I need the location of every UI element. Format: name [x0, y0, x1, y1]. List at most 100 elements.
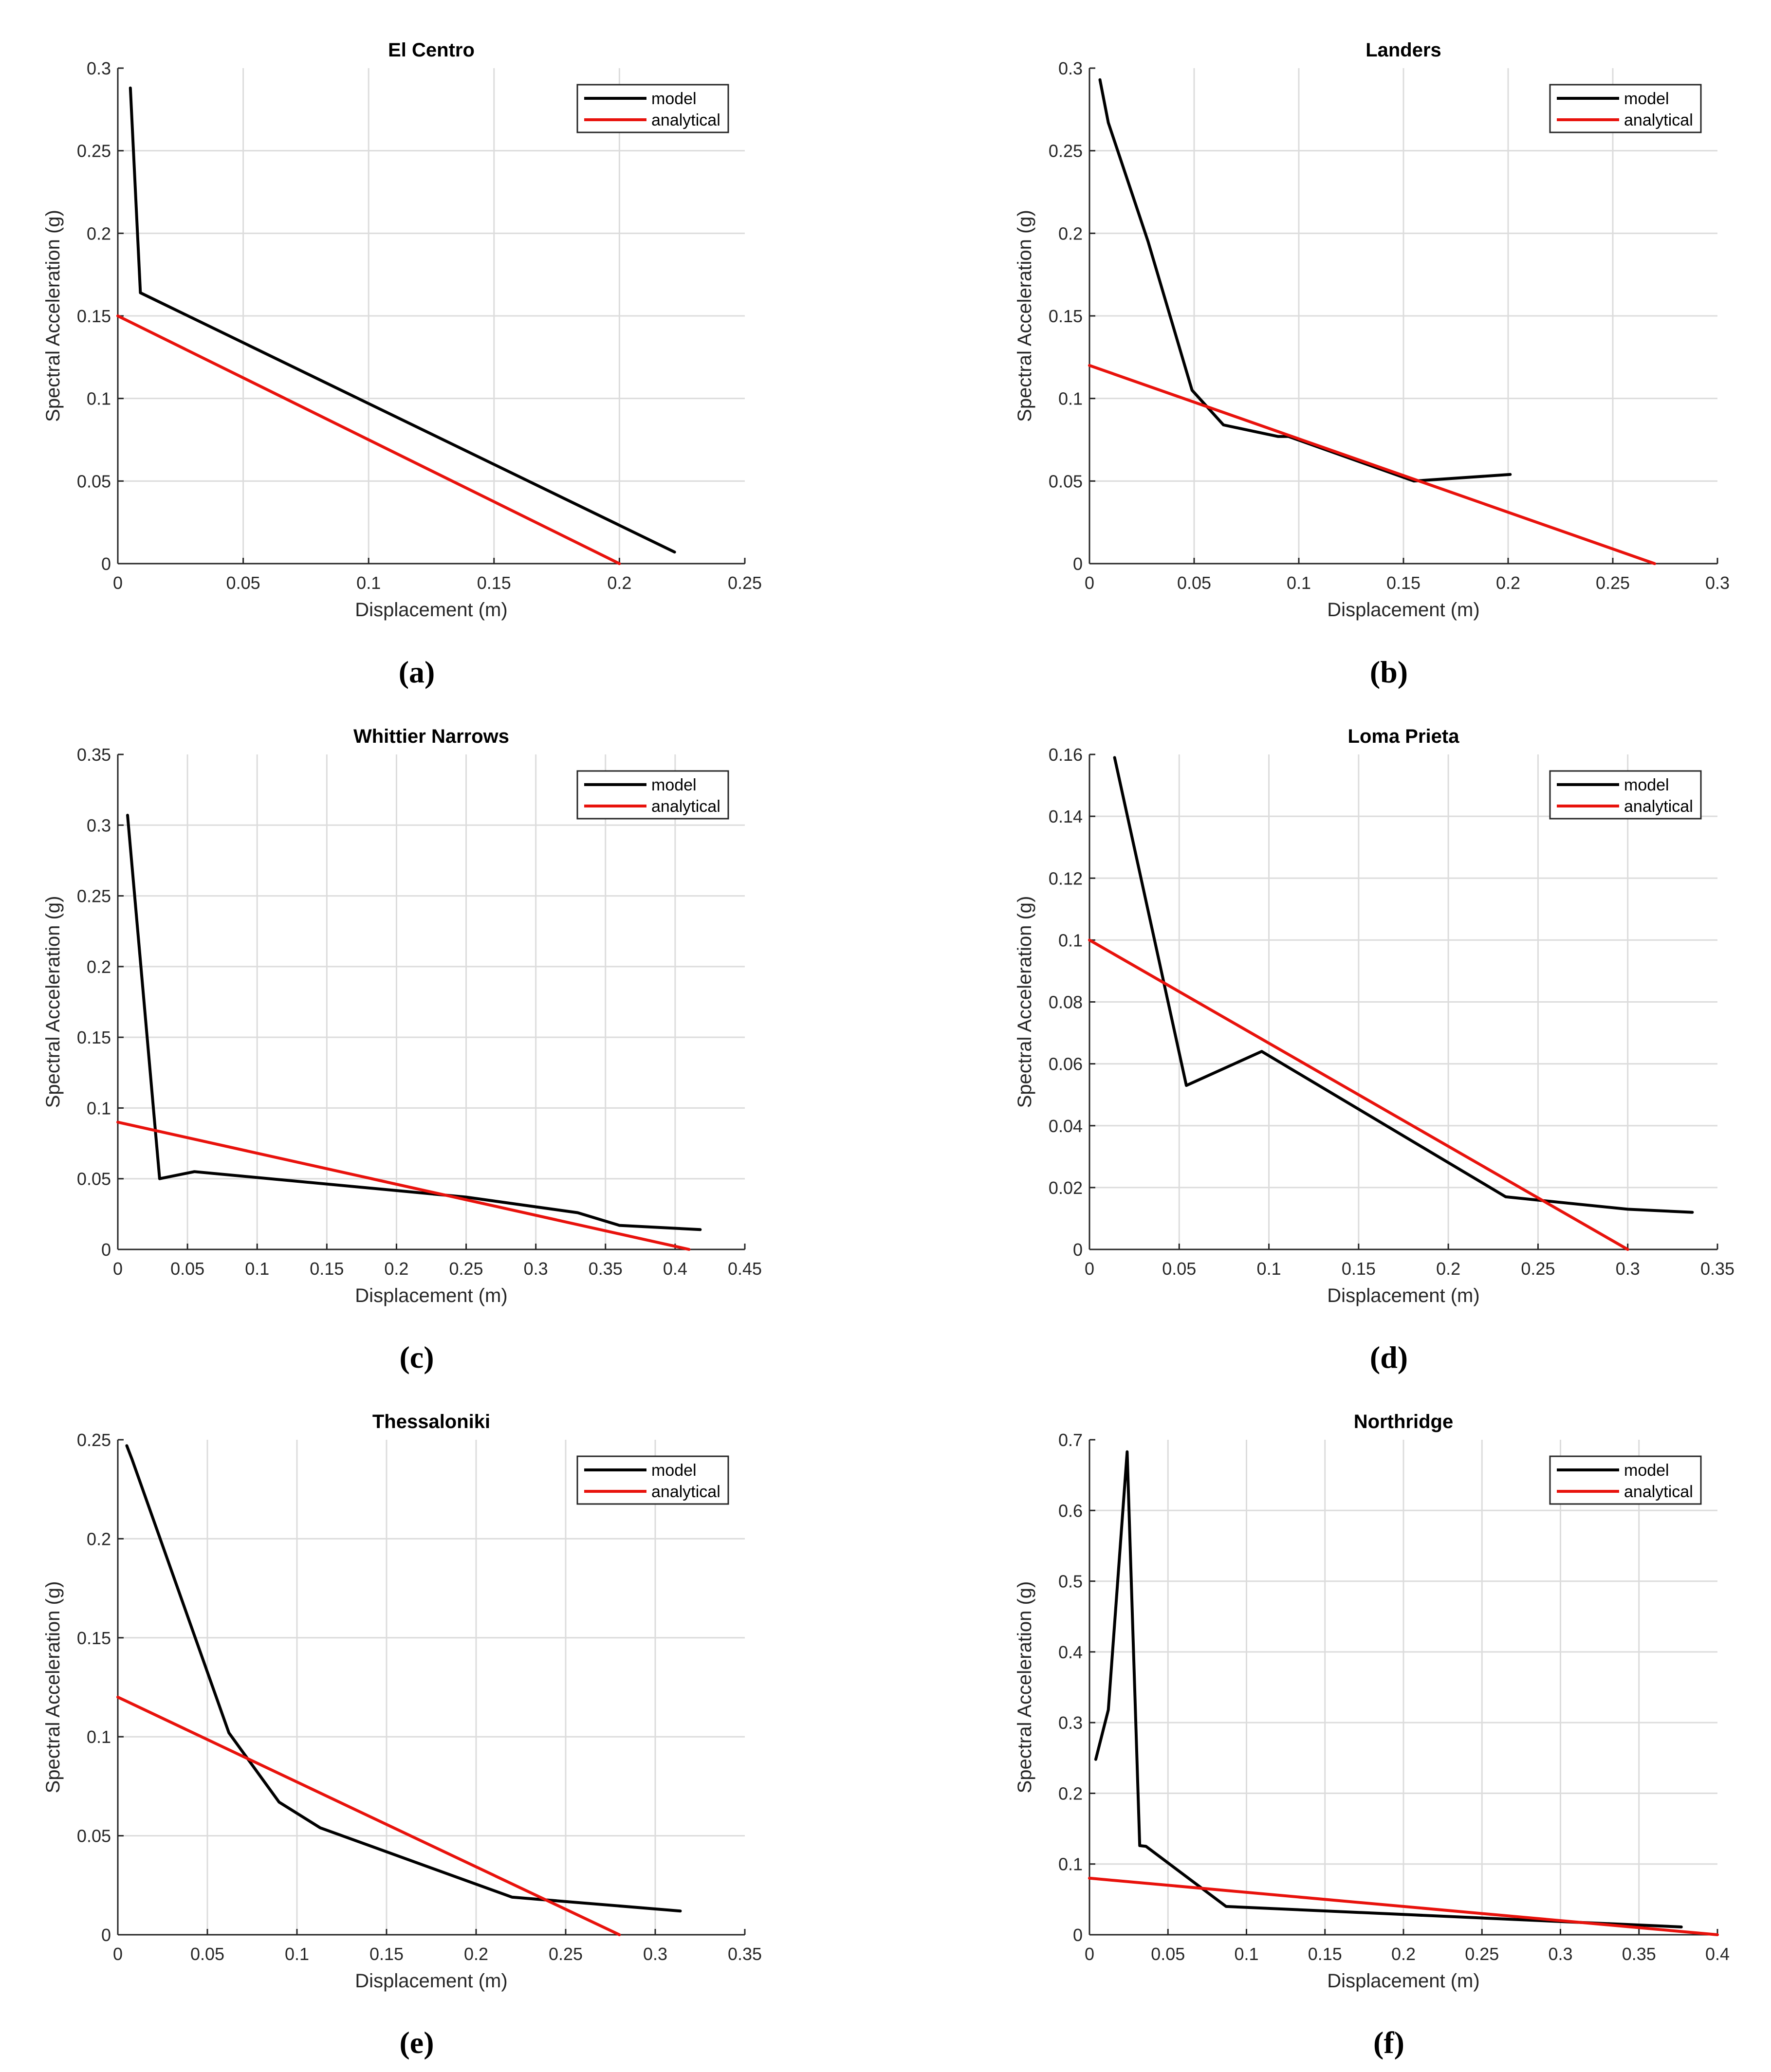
y-tick-label: 0.05 [77, 1169, 111, 1189]
chart-title: Whittier Narrows [353, 726, 509, 747]
series-line-analytical [116, 1695, 621, 1936]
chart-title: Thessaloniki [372, 1411, 490, 1432]
x-tick-label: 0 [113, 573, 123, 593]
y-tick-label: 0 [101, 1925, 111, 1945]
y-tick-label: 0.25 [1049, 141, 1083, 161]
y-tick-label: 0.3 [1058, 58, 1083, 78]
y-tick-label: 0.4 [1058, 1642, 1083, 1662]
legend-label-model: model [1624, 90, 1669, 108]
y-axis-label: Spectral Acceleration (g) [42, 1581, 64, 1794]
chart-panel-4: 0 0.05 0.1 0.15 0.2 0.25 0.3 0.35 0 0.02 0.04 0.06 0… [1014, 726, 1734, 1375]
panel-caption: (c) [399, 1340, 434, 1375]
panel-caption: (f) [1373, 2025, 1404, 2060]
y-tick-label: 0.04 [1049, 1116, 1083, 1136]
chart-title: Landers [1365, 39, 1441, 61]
legend-label-analytical: analytical [1624, 111, 1693, 129]
y-tick-label: 0.15 [77, 1628, 111, 1648]
x-tick-label: 0 [1085, 1259, 1094, 1279]
y-tick-label: 0 [101, 554, 111, 574]
y-tick-label: 0.1 [1058, 1854, 1083, 1874]
x-tick-label: 0.1 [245, 1259, 269, 1279]
series-line-model [129, 86, 676, 554]
series-line-analytical [116, 314, 621, 565]
x-tick-label: 0.3 [524, 1259, 548, 1279]
series-line-analytical [1088, 1876, 1719, 1936]
legend-box [576, 84, 729, 133]
series-line-model [125, 1444, 682, 1913]
y-tick-label: 0.1 [1058, 930, 1083, 950]
legend-box [1549, 84, 1702, 133]
chart-panel-1: 0 0.05 0.1 0.15 0.2 0.25 0 0.05 0.1 0.15 0.2 0.25 0.… [42, 39, 762, 689]
legend-label-model: model [1624, 1461, 1669, 1480]
x-tick-label: 0.15 [369, 1944, 404, 1964]
y-axis-label: Spectral Acceleration (g) [42, 896, 64, 1108]
series-line-analytical [1088, 364, 1656, 565]
legend-label-model: model [1624, 776, 1669, 794]
panel-caption: (a) [399, 655, 435, 689]
x-axis-label: Displacement (m) [355, 599, 507, 621]
x-tick-label: 0.15 [1308, 1944, 1342, 1964]
y-tick-label: 0.25 [77, 141, 111, 161]
x-axis-label: Displacement (m) [1327, 1970, 1479, 1992]
y-axis-label: Spectral Acceleration (g) [1014, 896, 1035, 1108]
x-tick-label: 0.2 [607, 573, 631, 593]
chart-panel-3: 0 0.05 0.1 0.15 0.2 0.25 0.3 0.35 0.4 0.45 0 0.05 0.… [42, 726, 762, 1375]
y-tick-label: 0.16 [1049, 745, 1083, 765]
chart-panel-5: 0 0.05 0.1 0.15 0.2 0.25 0.3 0.35 0 0.05 0.1 0.15 0.… [42, 1411, 762, 2060]
chart-title: El Centro [388, 39, 475, 61]
series-line-model [1113, 756, 1694, 1214]
legend-box [1549, 1455, 1702, 1505]
x-tick-label: 0.2 [464, 1944, 488, 1964]
y-tick-label: 0 [1073, 1925, 1083, 1945]
x-tick-label: 0.15 [1386, 573, 1420, 593]
series-line-model [126, 813, 702, 1231]
chart-title: Loma Prieta [1348, 726, 1460, 747]
y-axis-label: Spectral Acceleration (g) [1014, 210, 1035, 422]
legend-box [576, 770, 729, 820]
y-tick-label: 0.05 [77, 471, 111, 491]
x-tick-label: 0.05 [226, 573, 260, 593]
y-tick-label: 0.1 [87, 1098, 111, 1118]
legend-label-analytical: analytical [651, 111, 720, 129]
plot-area [118, 1440, 745, 1935]
x-tick-label: 0.15 [477, 573, 511, 593]
plot-area [118, 754, 745, 1249]
y-tick-label: 0 [1073, 554, 1083, 574]
x-tick-label: 0.05 [1177, 573, 1211, 593]
x-tick-label: 0.25 [728, 573, 762, 593]
y-tick-label: 0.02 [1049, 1178, 1083, 1198]
x-tick-label: 0.3 [643, 1944, 667, 1964]
x-tick-label: 0.35 [589, 1259, 623, 1279]
series-line-model [1094, 1450, 1683, 1928]
x-tick-label: 0.15 [310, 1259, 344, 1279]
x-tick-label: 0 [1085, 1944, 1094, 1964]
legend-label-model: model [651, 1461, 697, 1480]
panel-caption: (d) [1370, 1340, 1408, 1375]
y-tick-label: 0.3 [87, 58, 111, 78]
x-tick-label: 0.4 [1705, 1944, 1730, 1964]
x-tick-label: 0.2 [384, 1259, 408, 1279]
y-tick-label: 0.6 [1058, 1501, 1083, 1521]
y-axis-label: Spectral Acceleration (g) [42, 210, 64, 422]
x-tick-label: 0.25 [1465, 1944, 1499, 1964]
x-axis-label: Displacement (m) [355, 1970, 507, 1992]
x-tick-label: 0.25 [449, 1259, 483, 1279]
x-tick-label: 0.15 [1342, 1259, 1376, 1279]
x-tick-label: 0.3 [1548, 1944, 1572, 1964]
x-tick-label: 0.1 [356, 573, 381, 593]
x-tick-label: 0.3 [1616, 1259, 1640, 1279]
y-tick-label: 0.35 [77, 745, 111, 765]
legend-label-analytical: analytical [651, 1483, 720, 1501]
x-tick-label: 0.2 [1436, 1259, 1460, 1279]
series-line-model [1098, 78, 1512, 483]
y-tick-label: 0.25 [77, 886, 111, 906]
y-tick-label: 0.25 [77, 1430, 111, 1450]
y-tick-label: 0.2 [87, 1529, 111, 1549]
y-tick-label: 0.3 [1058, 1713, 1083, 1733]
legend-label-model: model [651, 776, 697, 794]
x-tick-label: 0.05 [190, 1944, 224, 1964]
x-tick-label: 0.1 [285, 1944, 309, 1964]
series-line-analytical [116, 1120, 691, 1251]
panel-caption: (b) [1370, 655, 1408, 689]
y-tick-label: 0.3 [87, 815, 111, 835]
